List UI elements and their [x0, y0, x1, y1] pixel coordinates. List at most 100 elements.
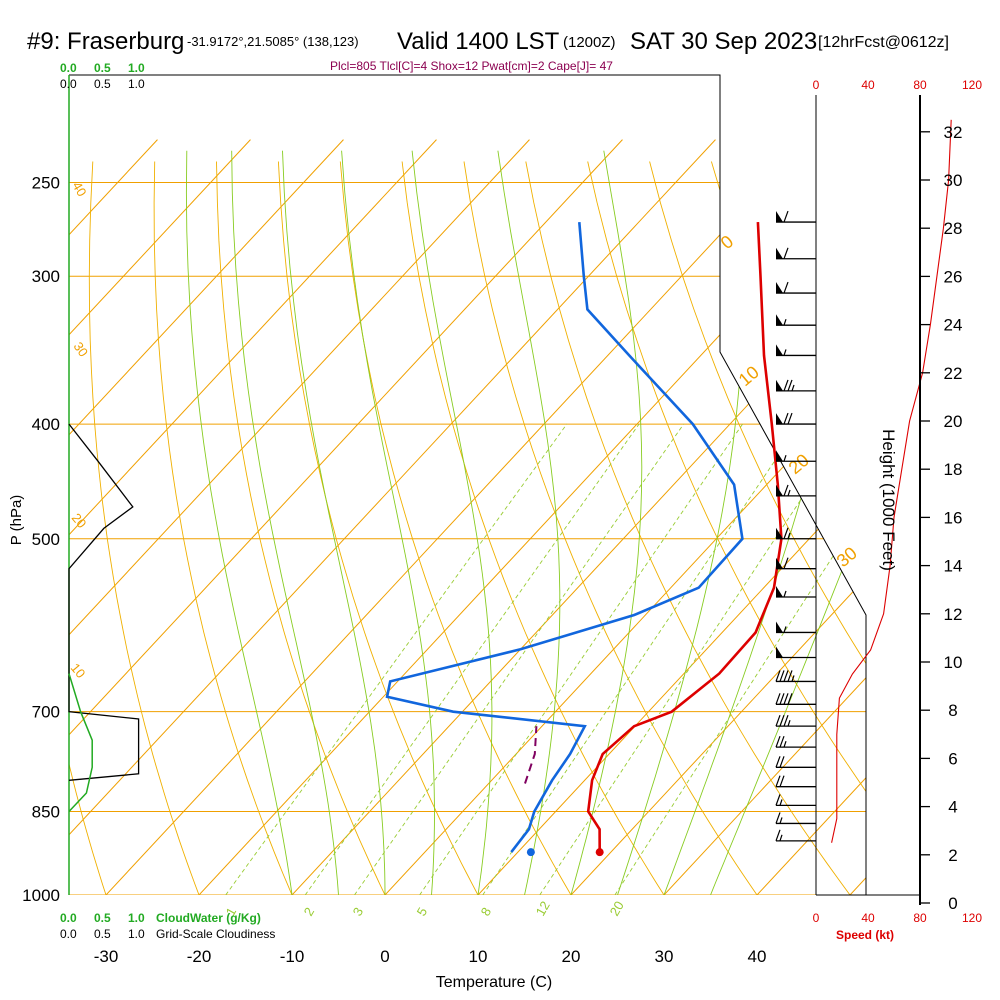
parcel-profile-line — [524, 726, 538, 784]
wind-barb-pennant — [776, 247, 783, 259]
temperature-axis-label: Temperature (C) — [436, 974, 552, 991]
wind-barb — [775, 812, 816, 825]
dry-adiabat-line — [216, 161, 386, 895]
moist-adiabat-line — [411, 150, 493, 895]
wind-barb-pennant — [776, 585, 783, 597]
moist-adiabat-line — [341, 150, 435, 895]
wind-barb — [775, 794, 816, 807]
mixing-ratio-line — [225, 423, 568, 895]
pressure-tick-label: 1000 — [22, 886, 60, 905]
wind-barb-feather — [779, 693, 785, 705]
wind-barb-feather — [775, 714, 781, 727]
isotherm-label: 30 — [71, 339, 92, 359]
speed-tick-top: 120 — [962, 78, 982, 92]
wind-barb — [776, 281, 816, 294]
height-tick-label: 10 — [944, 653, 963, 672]
station-coords: -31.9172°,21.5085° (138,123) — [187, 34, 359, 49]
height-tick-label: 28 — [944, 219, 963, 238]
wind-barb-half-feather — [779, 817, 783, 824]
mixing-ratio-label: 12 — [533, 898, 553, 918]
mixing-ratio-label: 3 — [350, 905, 367, 919]
wind-barb-pennant — [776, 484, 783, 496]
frac-tick-black-1: 0.5 — [94, 77, 111, 91]
wind-barb-feather — [783, 484, 789, 497]
height-tick-label: 4 — [948, 798, 957, 817]
wind-barb-feather — [787, 670, 793, 682]
speed-tick-bottom: 120 — [962, 911, 982, 925]
wind-barb — [776, 646, 816, 659]
wind-barb-feather — [783, 210, 789, 223]
forecast-date: SAT 30 Sep 2023 — [630, 28, 817, 55]
wind-barb-half-feather — [783, 319, 787, 326]
station-title: #9: Fraserburg — [27, 28, 184, 55]
wind-barbs — [775, 210, 816, 842]
temperature-profile-line — [586, 222, 783, 853]
temperature-tick-label: 0 — [380, 947, 389, 966]
frac-tick-black-bottom-2: 1.0 — [128, 927, 145, 941]
temperature-ticks: -30 -20 -10 0 10 20 30 40 — [94, 947, 767, 966]
wind-barb-feather — [775, 670, 781, 682]
cloudwater-legend: CloudWater (g/Kg) — [156, 911, 261, 925]
wind-barb-feather — [779, 735, 785, 748]
frac-tick-green-0: 0.0 — [60, 61, 77, 75]
moist-adiabat-line — [617, 150, 743, 895]
wind-barb-feather — [775, 693, 781, 705]
wind-barb-half-feather — [783, 349, 787, 356]
wind-barb-feather — [783, 693, 789, 705]
wind-barb-half-feather — [787, 489, 791, 497]
frac-tick-black-bottom-1: 0.5 — [94, 927, 111, 941]
wind-barb — [775, 670, 816, 683]
wind-barb-pennant — [776, 527, 783, 539]
wind-barb-feather — [783, 527, 789, 539]
pressure-tick-label: 700 — [32, 703, 60, 722]
height-tick-label: 24 — [944, 316, 963, 335]
isotherm-label: 20 — [69, 510, 90, 531]
dry-adiabat-line — [69, 161, 107, 895]
frac-tick-black-2: 1.0 — [128, 77, 145, 91]
wind-barb-feather — [787, 412, 793, 425]
pressure-axis-label: P (hPa) — [8, 495, 25, 546]
wind-barb-pennant — [776, 413, 783, 425]
height-tick-label: 16 — [944, 508, 963, 527]
isotherm-line — [69, 139, 623, 895]
mixing-ratio-line — [539, 423, 852, 895]
wind-barb-half-feather — [791, 675, 795, 682]
stability-indices: Plcl=805 Tlcl[C]=4 Shox=12 Pwat[cm]=2 Ca… — [330, 59, 613, 73]
mixing-ratio-label: 8 — [478, 905, 495, 919]
wind-barb-feather — [787, 379, 793, 392]
isotherm-line — [663, 139, 866, 895]
moist-adiabat-line — [570, 150, 643, 895]
mixing-ratio-label: 2 — [301, 905, 318, 919]
wind-barb-half-feather — [783, 740, 787, 748]
wind-barb-feather — [783, 281, 789, 294]
valid-time: Valid 1400 LST — [397, 28, 560, 55]
wind-barb-feather — [775, 775, 781, 787]
moist-adiabat-line — [185, 150, 293, 895]
speed-tick-top: 80 — [913, 78, 927, 92]
wind-barb-feather — [775, 829, 781, 842]
wind-barb — [775, 735, 816, 748]
mixing-ratio-labels: 1 2 3 5 8 12 20 — [223, 898, 627, 918]
forecast-run: [12hrFcst@0612z] — [818, 34, 949, 51]
height-axis-label: Height (1000 Feet) — [879, 429, 898, 571]
wind-barb-feather — [775, 794, 781, 806]
frac-tick-green-bottom-0: 0.0 — [60, 911, 77, 925]
dewpoint-profile-line — [385, 221, 744, 853]
wind-barb-pennant — [776, 621, 783, 633]
height-tick-label: 26 — [944, 267, 963, 286]
height-tick-label: 18 — [944, 460, 963, 479]
wind-barb — [776, 557, 816, 570]
frac-tick-green-bottom-1: 0.5 — [94, 911, 111, 925]
mixing-ratio-label: 5 — [414, 905, 431, 919]
plot-frame — [69, 74, 867, 895]
temperature-tick-label: -20 — [187, 947, 212, 966]
wind-barb-feather — [783, 247, 789, 259]
temperature-tick-label: -30 — [94, 947, 119, 966]
dry-adiabat-line — [277, 161, 479, 895]
isotherm-line — [69, 139, 344, 895]
wind-barb-half-feather — [783, 626, 787, 633]
mixing-ratio-line — [614, 423, 866, 895]
surface-dewpoint-marker — [526, 848, 535, 857]
wind-barb — [776, 484, 816, 497]
